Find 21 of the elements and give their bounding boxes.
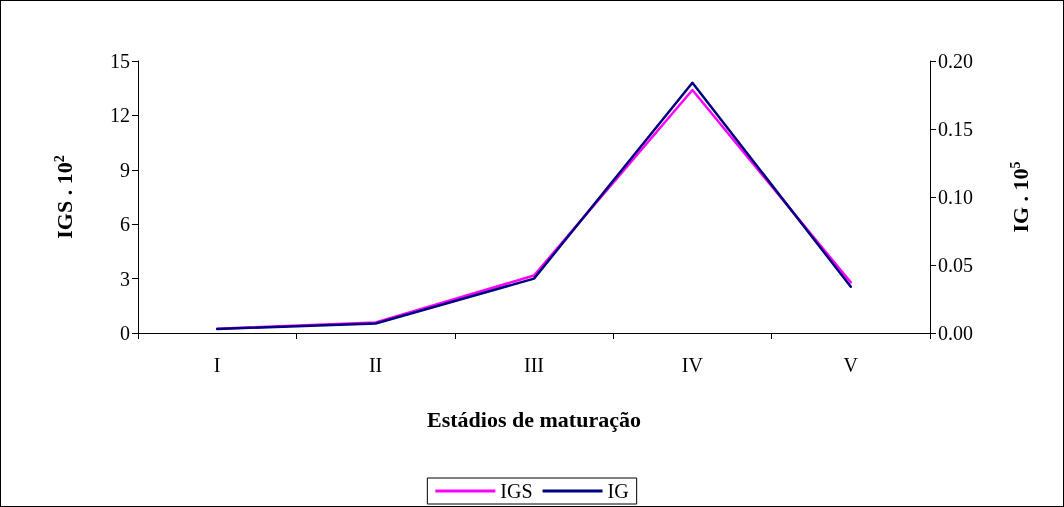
y2-tick-label: 0.20	[938, 50, 973, 72]
legend-label: IG	[607, 480, 629, 502]
y-tick-label: 12	[110, 104, 130, 127]
y-tick-label: 15	[110, 50, 130, 72]
y2-axis-title: IG . 105	[1007, 161, 1033, 233]
y2-tick-label: 0.05	[938, 254, 973, 276]
x-tick-label: III	[524, 354, 544, 376]
y-tick-label: 9	[120, 158, 130, 181]
y-axis-title: IGS . 102	[51, 155, 77, 239]
y2-tick-label: 0.15	[938, 118, 973, 140]
y2-tick-label: 0.00	[938, 322, 973, 344]
x-axis-title: Estádios de maturação	[427, 406, 641, 432]
x-tick-label: IV	[681, 354, 704, 376]
y-tick-label: 0	[120, 322, 130, 344]
y-tick-label: 6	[120, 213, 130, 236]
y2-tick-label: 0.10	[938, 186, 973, 208]
x-tick-label: V	[843, 354, 859, 376]
x-tick-label: I	[213, 354, 221, 376]
x-tick-label: II	[368, 354, 383, 376]
legend-label: IGS	[500, 480, 533, 502]
y-tick-label: 3	[120, 267, 130, 290]
